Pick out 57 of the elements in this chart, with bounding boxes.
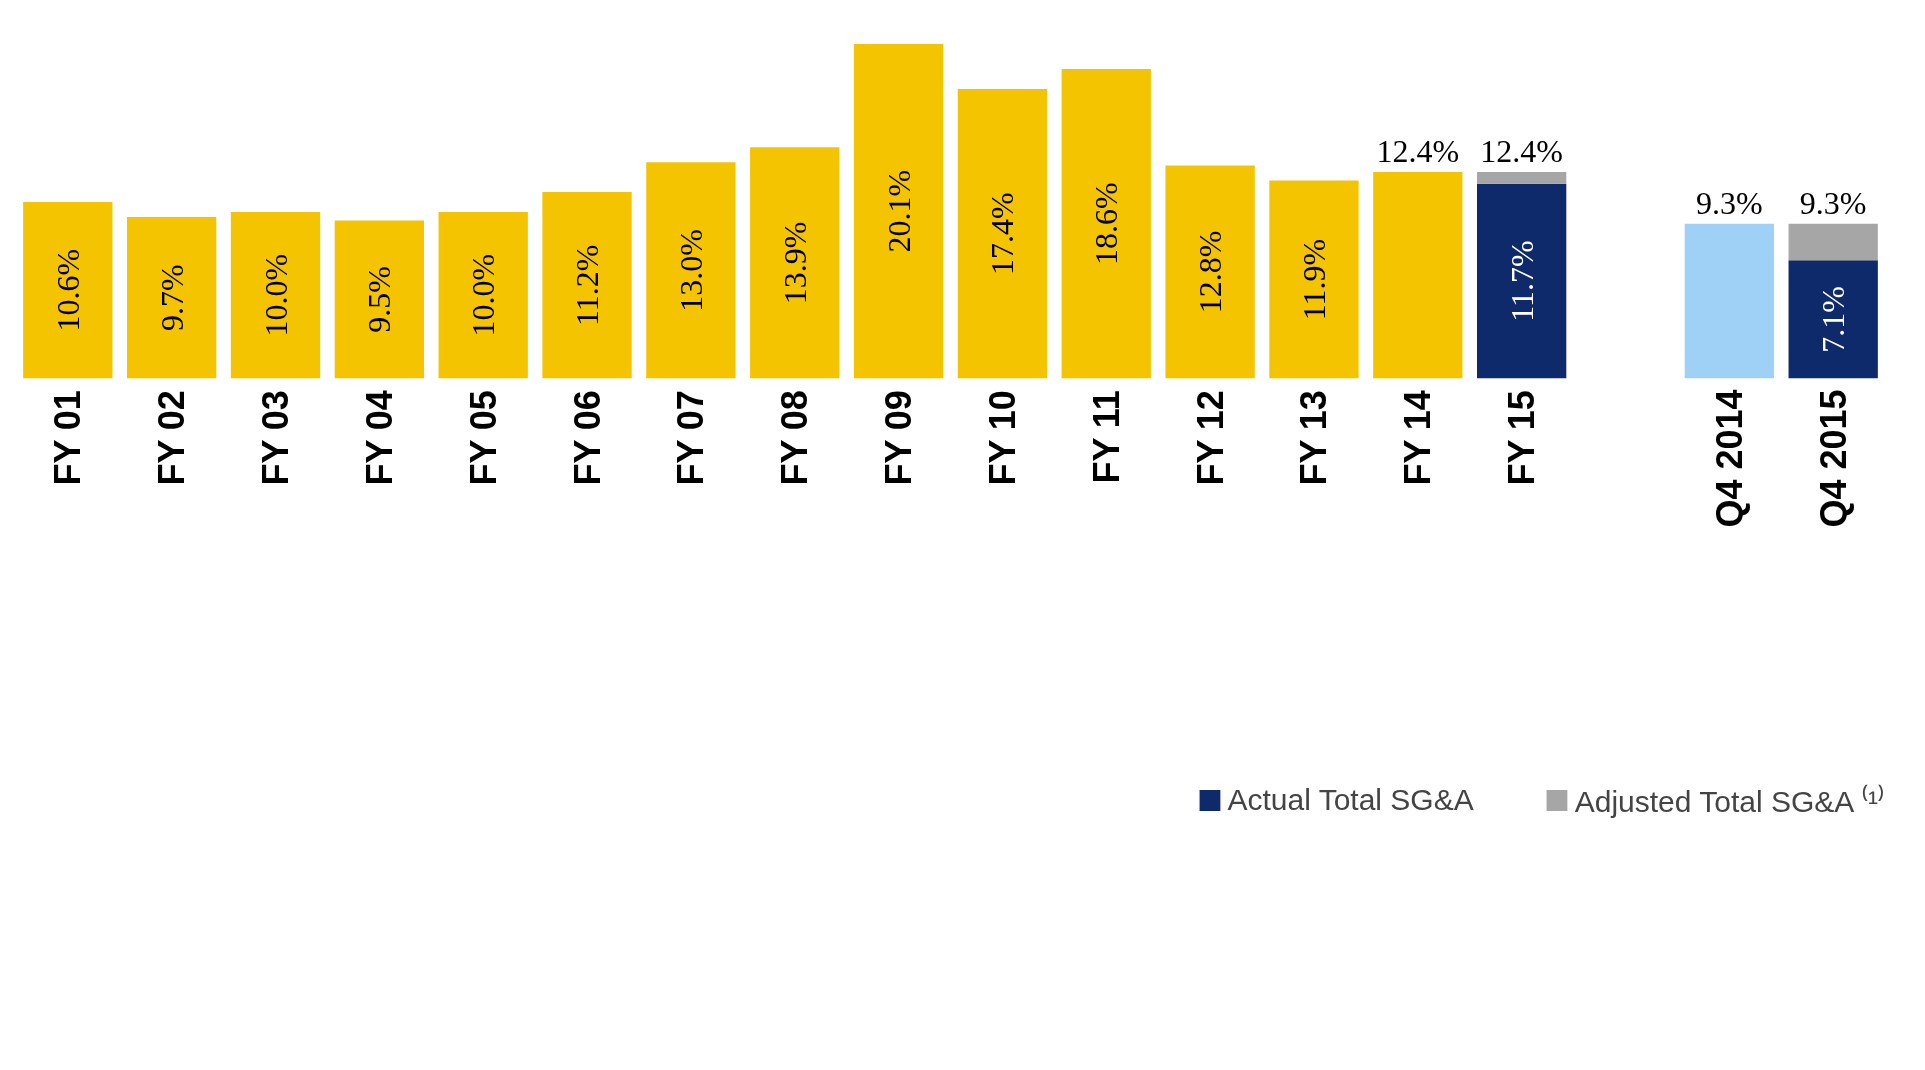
data-label: 11.7%	[1503, 240, 1540, 322]
data-label: 13.9%	[776, 221, 813, 305]
bar	[750, 147, 840, 379]
bar	[23, 202, 113, 379]
bar	[438, 212, 528, 379]
data-label: 18.6%	[1088, 182, 1125, 266]
x-tick-label: FY 06	[566, 390, 608, 486]
data-label: 10.6%	[49, 248, 86, 332]
bar	[334, 220, 424, 379]
total-label: 12.4%	[1480, 133, 1563, 170]
total-label: 9.3%	[1799, 184, 1867, 221]
x-tick-label: FY 14	[1397, 390, 1439, 486]
legend-label: Actual Total SG&A	[1227, 783, 1474, 817]
x-tick-label: FY 08	[774, 390, 816, 486]
data-label: 11.9%	[1295, 238, 1332, 321]
x-tick-label: Q4 2015	[1812, 389, 1854, 528]
bar	[127, 217, 217, 379]
x-tick-label: FY 05	[462, 390, 504, 486]
data-label: 20.1%	[880, 169, 917, 253]
bar	[1477, 183, 1567, 379]
total-label: 12.4%	[1376, 133, 1460, 170]
data-label: 10.0%	[465, 253, 502, 337]
bar	[1061, 68, 1151, 379]
x-tick-label: FY 15	[1501, 390, 1543, 486]
x-tick-label: FY 11	[1085, 390, 1127, 484]
x-tick-label: FY 04	[358, 390, 400, 486]
data-label: 9.7%	[153, 264, 190, 332]
data-label: 17.4%	[984, 192, 1021, 276]
bar	[1684, 223, 1774, 379]
bar	[1373, 172, 1463, 379]
x-tick-label: FY 12	[1189, 390, 1231, 486]
data-label: 10.0%	[257, 253, 294, 337]
x-tick-label: FY 13	[1293, 390, 1335, 486]
legend-label: Adjusted Total SG&A ⁽¹⁾	[1574, 783, 1885, 820]
bar	[1788, 223, 1878, 261]
x-tick-label: FY 07	[670, 390, 712, 486]
data-label: 7.1%	[1815, 286, 1852, 353]
bar	[230, 212, 321, 379]
bar	[1477, 172, 1567, 184]
bar	[853, 43, 944, 379]
x-tick-label: Q4 2014	[1708, 389, 1750, 528]
x-tick-label: FY 09	[878, 390, 920, 486]
bar	[1788, 260, 1878, 379]
bar	[957, 88, 1048, 379]
bar	[646, 162, 736, 379]
data-label: 11.2%	[569, 244, 606, 327]
x-tick-label: FY 02	[151, 390, 193, 486]
x-tick-label: FY 01	[47, 390, 89, 486]
data-label: 13.0%	[672, 228, 709, 312]
bar	[1165, 165, 1255, 379]
bar	[1269, 180, 1359, 379]
bar	[542, 192, 632, 379]
x-tick-label: FY 03	[255, 390, 296, 486]
data-label: 9.5%	[361, 266, 398, 333]
data-label: 12.8%	[1192, 230, 1229, 314]
x-tick-label: FY 10	[981, 390, 1023, 486]
total-label: 9.3%	[1696, 184, 1763, 221]
